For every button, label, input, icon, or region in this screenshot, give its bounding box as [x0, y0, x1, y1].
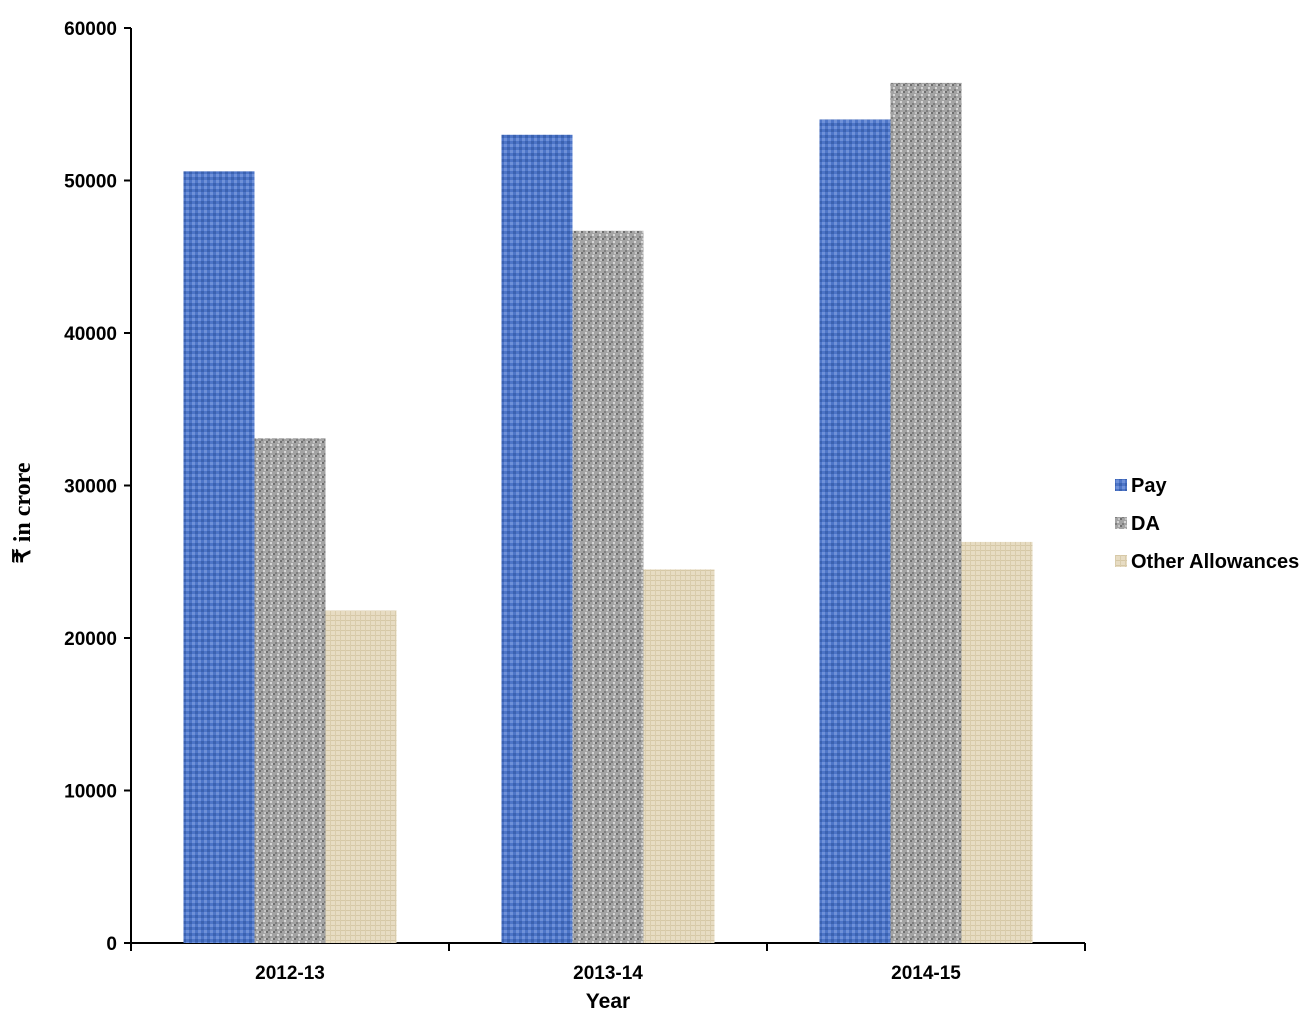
x-axis: 2012-13 2013-14 2014-15: [130, 942, 1086, 984]
legend-swatch-other-allowances: [1115, 555, 1127, 567]
x-axis-title: Year: [586, 990, 630, 1013]
bars: [183, 82, 1033, 944]
x-tick-label: 2013-14: [573, 963, 643, 984]
bar-pay-2014-15: [819, 119, 891, 943]
y-tick-label: 20000: [64, 629, 117, 650]
legend-label: DA: [1131, 513, 1160, 535]
y-tick-label: 40000: [64, 324, 117, 345]
legend-label: Pay: [1131, 475, 1167, 497]
bar-pay-2012-13: [183, 171, 255, 944]
y-tick-label: 30000: [64, 477, 117, 498]
bar-other-allowances-2014-15: [961, 541, 1033, 943]
y-tick-label: 10000: [64, 782, 117, 803]
x-tick-label: 2014-15: [891, 963, 961, 984]
legend-label: Other Allowances: [1131, 551, 1299, 573]
legend-swatch-pay: [1115, 479, 1127, 491]
bar-da-2013-14: [572, 230, 644, 943]
bar-other-allowances-2012-13: [325, 610, 397, 943]
y-axis-title: ₹ in crore: [10, 462, 36, 563]
bar-other-allowances-2013-14: [643, 569, 715, 943]
legend: Pay DA Other Allowances: [1115, 475, 1299, 573]
y-tick-label: 0: [106, 934, 117, 955]
y-axis: 0 10000 20000 30000 40000 50000 60000: [64, 19, 132, 955]
bar-da-2012-13: [254, 438, 326, 943]
bar-da-2014-15: [890, 82, 962, 943]
x-tick-label: 2012-13: [255, 963, 325, 984]
y-tick-label: 60000: [64, 19, 117, 40]
y-tick-label: 50000: [64, 172, 117, 193]
bar-pay-2013-14: [501, 134, 573, 943]
legend-swatch-da: [1115, 517, 1127, 529]
